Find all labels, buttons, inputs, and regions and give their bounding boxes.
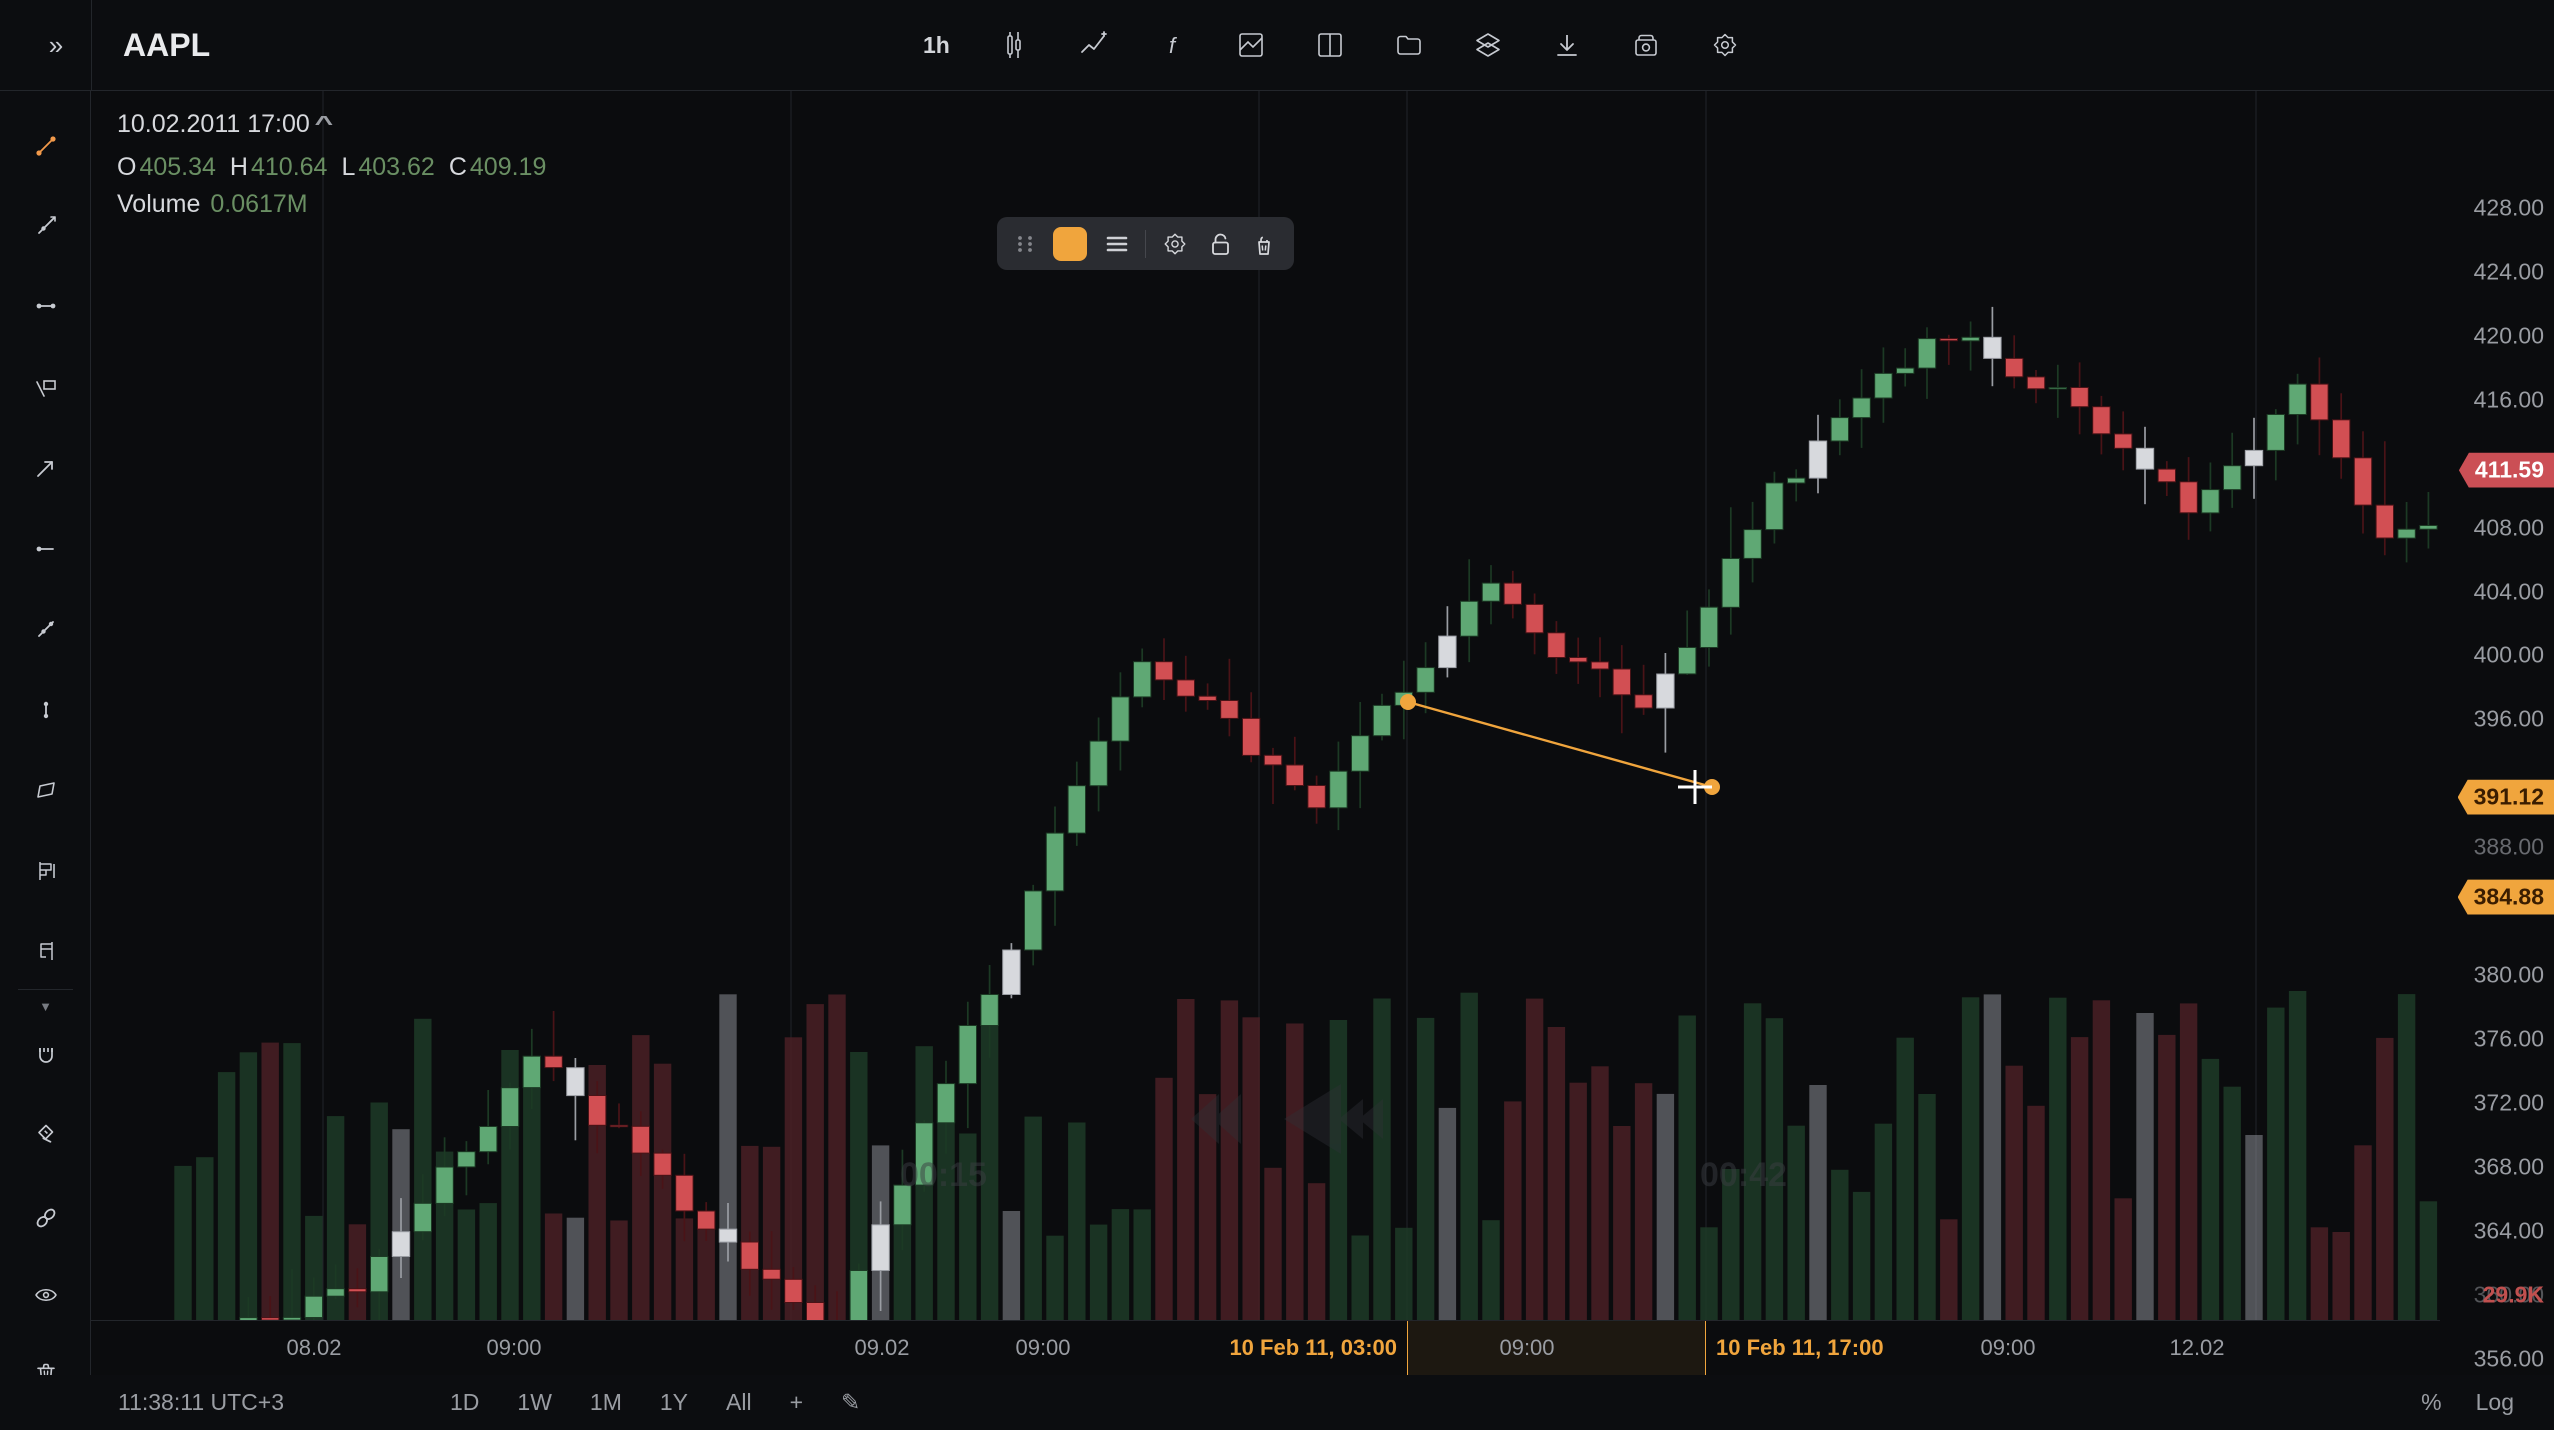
svg-text:f: f	[1169, 33, 1178, 58]
svg-text:00:15: 00:15	[900, 1156, 987, 1194]
svg-text:00:42: 00:42	[1700, 1156, 1787, 1194]
